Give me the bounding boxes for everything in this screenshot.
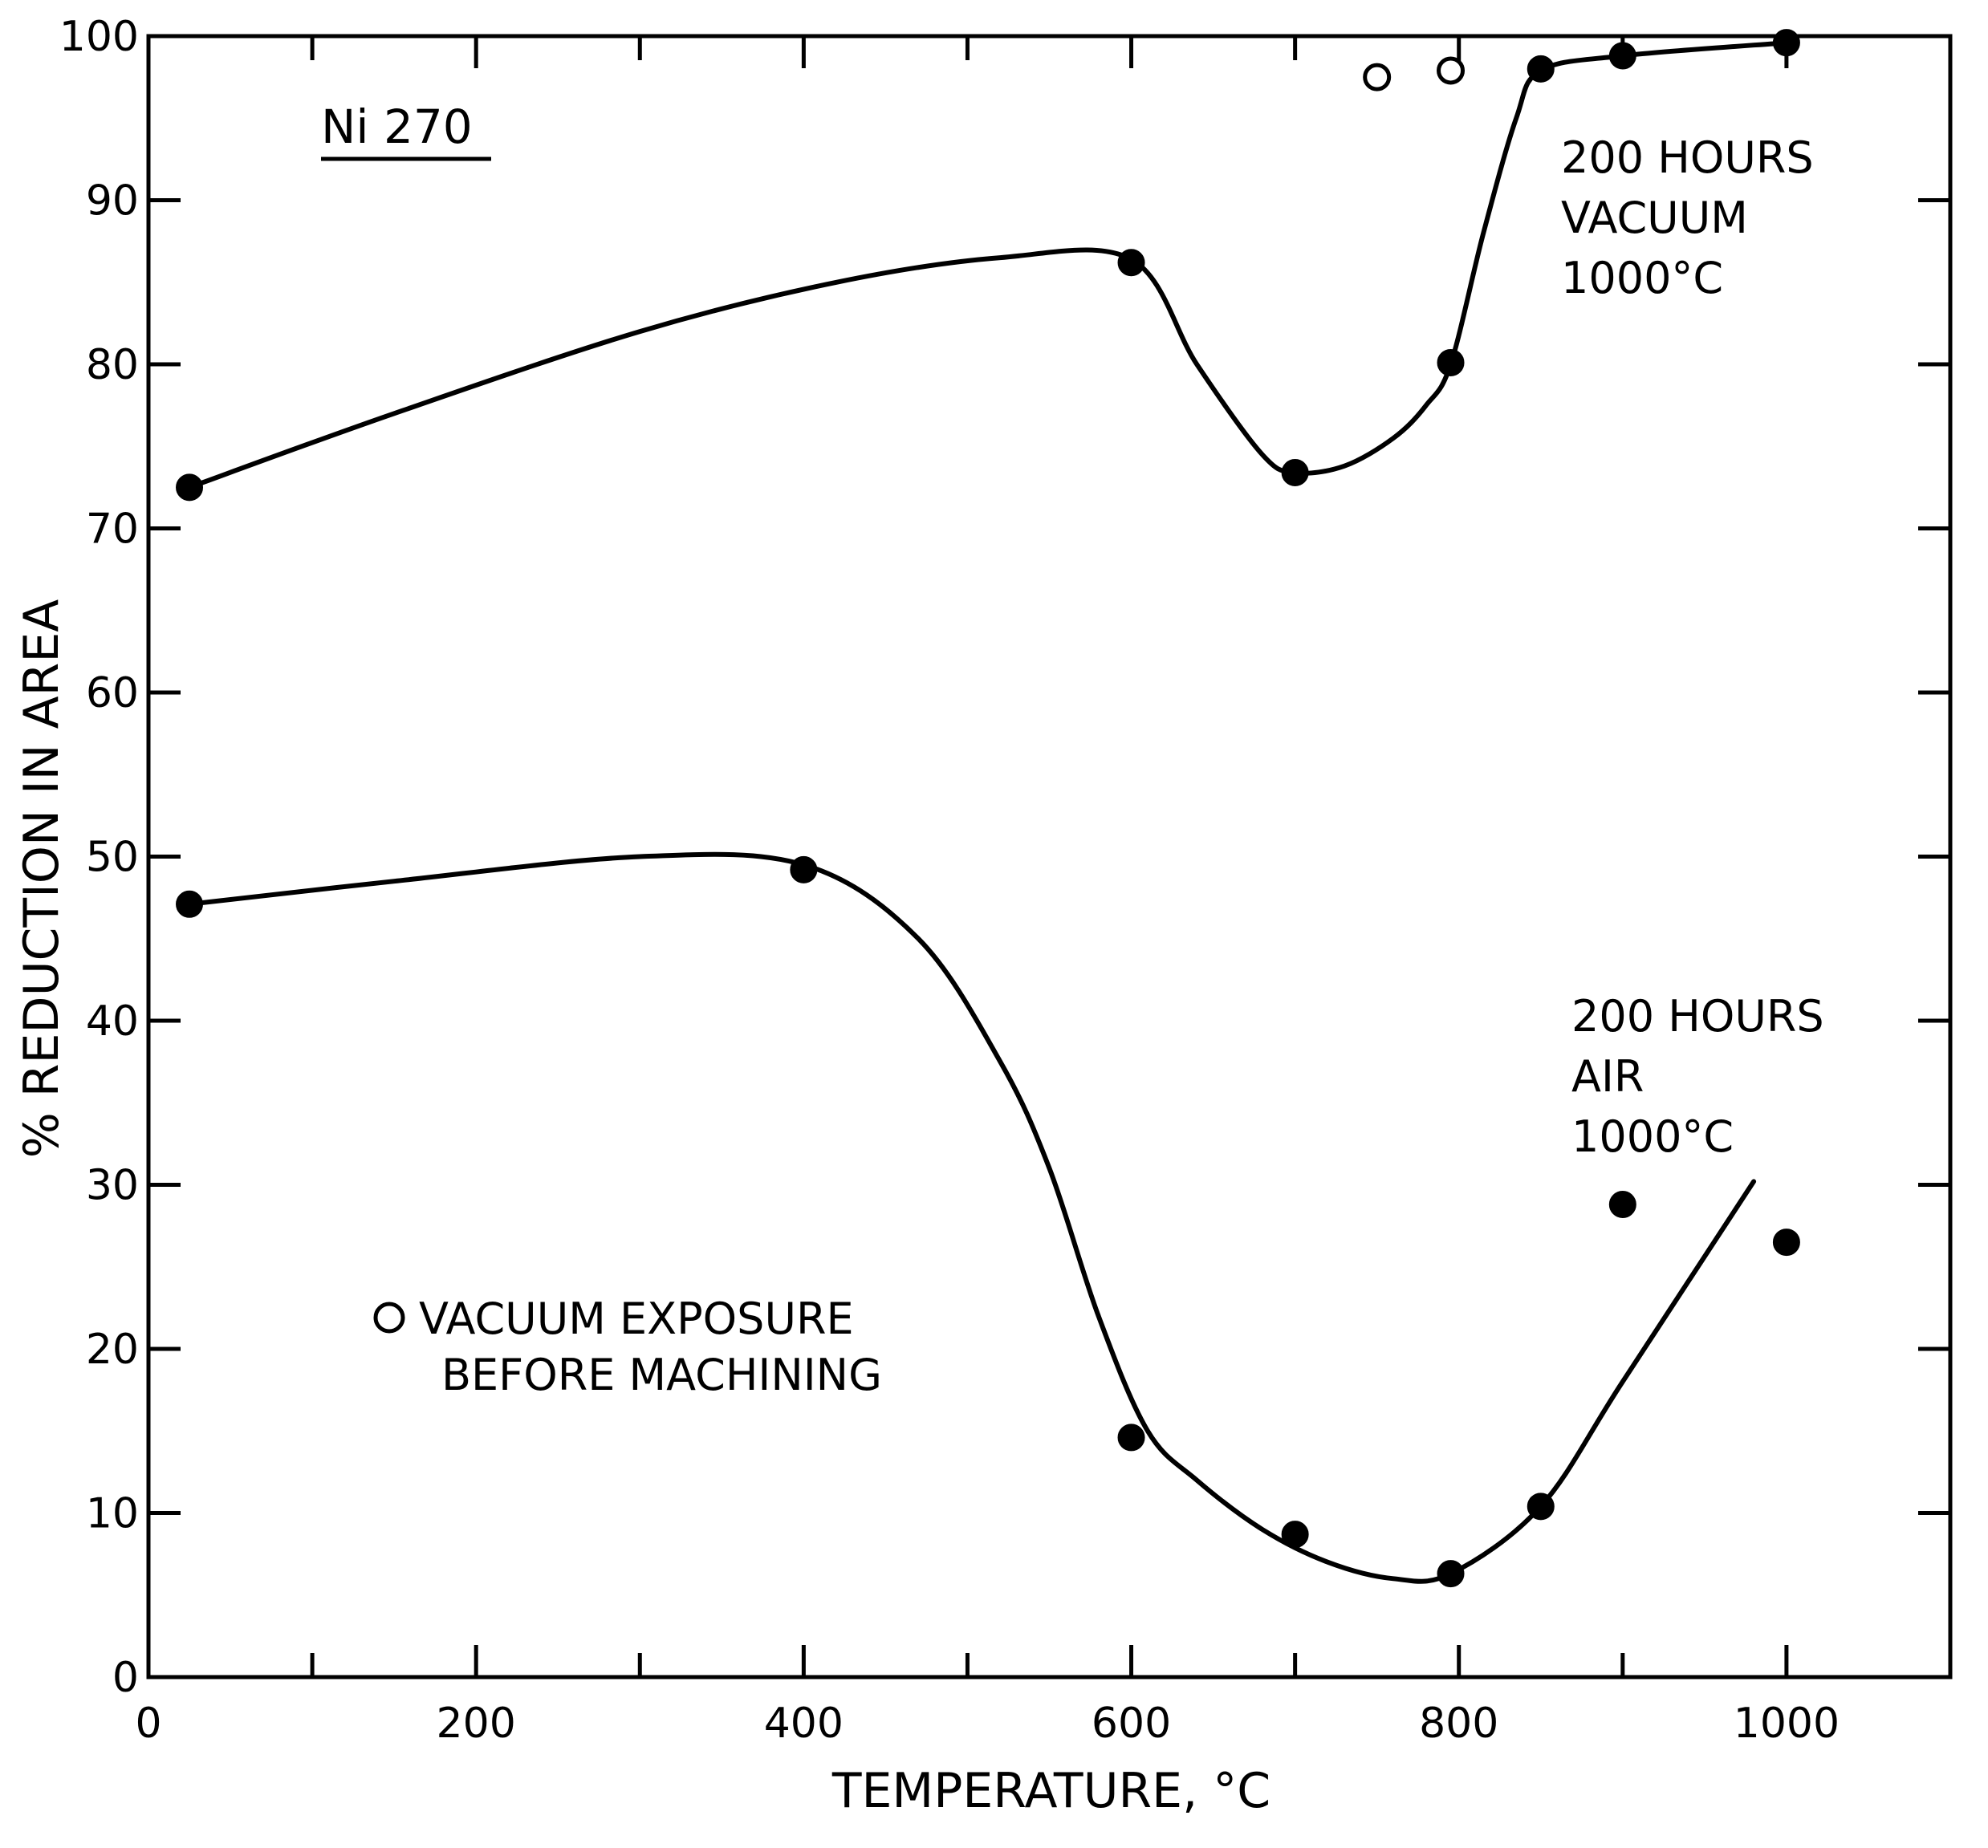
x-tick-label: 400 — [764, 1700, 844, 1748]
data-point — [1281, 1521, 1309, 1549]
data-point — [1772, 1229, 1800, 1257]
x-tick-label: 800 — [1419, 1700, 1498, 1748]
data-point — [1608, 1191, 1636, 1219]
series-line-0 — [187, 40, 1789, 490]
legend-vacuum-exposure: VACUUM EXPOSURE BEFORE MACHINING — [419, 1294, 882, 1400]
axis-ticks: 0 200 400 600 800 1000 0 10 20 30 40 50 60 70 80 90 100 — [59, 13, 1950, 1748]
y-tick-label: 70 — [86, 506, 139, 554]
x-tick-label: 600 — [1092, 1700, 1171, 1748]
y-axis-label: % REDUCTION IN AREA — [14, 599, 70, 1159]
y-tick-label: 30 — [86, 1162, 139, 1210]
open-data-point — [1437, 56, 1466, 85]
vacuum-series-label: 200 HOURS VACUUM 1000°C — [1561, 132, 1827, 303]
data-point — [1117, 1424, 1145, 1452]
x-tick-label: 1000 — [1734, 1700, 1840, 1748]
data-point — [1527, 1493, 1555, 1521]
data-point — [1772, 29, 1800, 57]
y-tick-label: 80 — [86, 341, 139, 389]
legend-open-circle-marker — [373, 1302, 405, 1334]
y-tick-label: 50 — [86, 834, 139, 882]
data-point — [790, 855, 818, 883]
y-tick-label: 10 — [86, 1490, 139, 1538]
series-curves — [187, 40, 1789, 1584]
data-markers — [176, 29, 1800, 1588]
open-data-point — [1363, 63, 1392, 91]
data-point — [1437, 348, 1465, 376]
x-tick-label: 200 — [437, 1700, 516, 1748]
data-point — [1117, 249, 1145, 277]
y-tick-label: 0 — [112, 1654, 139, 1702]
data-point — [1527, 55, 1555, 83]
series-line-1 — [187, 851, 1757, 1584]
data-point — [1281, 458, 1309, 486]
air-series-label: 200 HOURS AIR 1000°C — [1571, 991, 1838, 1162]
y-tick-label: 100 — [59, 13, 139, 61]
x-axis-label: TEMPERATURE, °C — [831, 1763, 1270, 1819]
data-point — [1437, 1560, 1465, 1588]
data-point — [176, 473, 204, 502]
data-point — [176, 890, 204, 918]
x-tick-label: 0 — [135, 1700, 161, 1748]
data-point — [1608, 42, 1636, 70]
chart-title: Ni 270 — [321, 100, 473, 154]
y-tick-label: 20 — [86, 1326, 139, 1374]
y-tick-label: 90 — [86, 177, 139, 225]
y-tick-label: 60 — [86, 669, 139, 717]
y-tick-label: 40 — [86, 997, 139, 1046]
